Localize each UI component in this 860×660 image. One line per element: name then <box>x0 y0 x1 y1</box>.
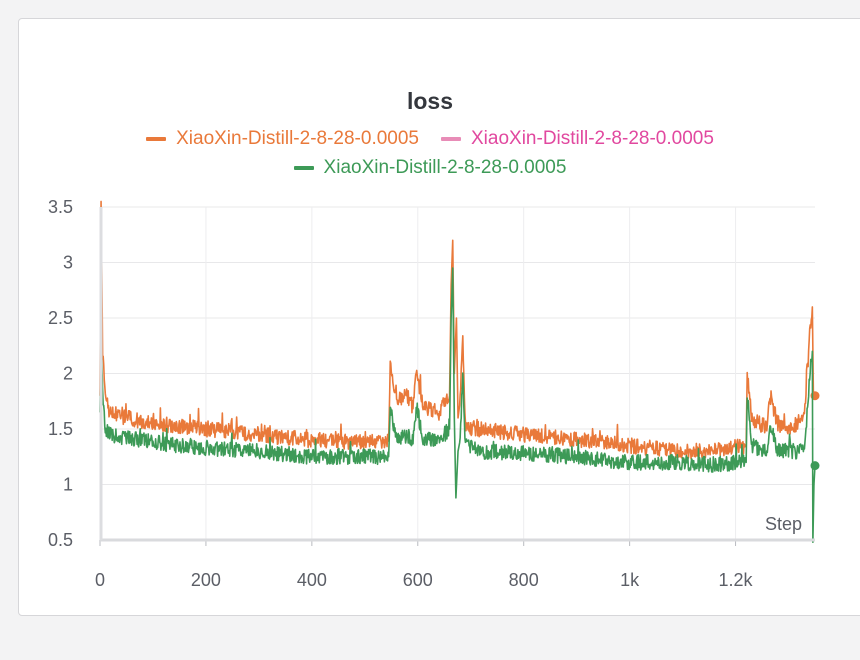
x-tick-label: 1k <box>620 570 640 590</box>
legend-row-2: XiaoXin-Distill-2-8-28-0.0005 <box>0 157 860 179</box>
x-tick-label: 0 <box>95 570 105 590</box>
y-tick-label: 2 <box>63 364 73 384</box>
legend-swatch-pink <box>441 137 461 141</box>
legend-item-pink[interactable]: XiaoXin-Distill-2-8-28-0.0005 <box>441 128 714 150</box>
x-tick-label: 1.2k <box>719 570 754 590</box>
legend-row-1: XiaoXin-Distill-2-8-28-0.0005 XiaoXin-Di… <box>0 128 860 150</box>
series-layer <box>99 200 820 544</box>
legend-swatch-green <box>293 166 314 170</box>
x-tick-label: 800 <box>509 570 539 590</box>
legend-item-green[interactable]: XiaoXin-Distill-2-8-28-0.0005 <box>293 157 567 179</box>
legend-label-orange: XiaoXin-Distill-2-8-28-0.0005 <box>176 128 419 149</box>
series-line-0 <box>99 200 816 460</box>
axis-layer: 0.5 1 1.5 2 2.5 3 3.5 0 200 400 600 800 1k 1.2k <box>48 197 815 590</box>
x-tick-label: 600 <box>403 570 433 590</box>
y-tick-label: 0.5 <box>48 530 73 550</box>
legend-label-pink: XiaoXin-Distill-2-8-28-0.0005 <box>471 128 714 149</box>
legend-item-orange[interactable]: XiaoXin-Distill-2-8-28-0.0005 <box>146 128 419 150</box>
y-tick-label: 1 <box>63 475 73 495</box>
legend-swatch-orange <box>146 137 167 141</box>
x-tick-label: 400 <box>297 570 327 590</box>
series-endpoint-2 <box>810 461 820 471</box>
y-tick-label: 3.5 <box>48 197 73 217</box>
series-line-2 <box>99 267 816 544</box>
y-tick-label: 1.5 <box>48 419 73 439</box>
x-axis-label: Step <box>765 514 802 534</box>
chart-panel <box>18 18 860 616</box>
y-tick-label: 3 <box>63 253 73 273</box>
chart-title: loss <box>406 88 454 114</box>
x-tick-label: 200 <box>191 570 221 590</box>
legend-label-green: XiaoXin-Distill-2-8-28-0.0005 <box>323 157 567 178</box>
y-tick-label: 2.5 <box>48 308 73 328</box>
